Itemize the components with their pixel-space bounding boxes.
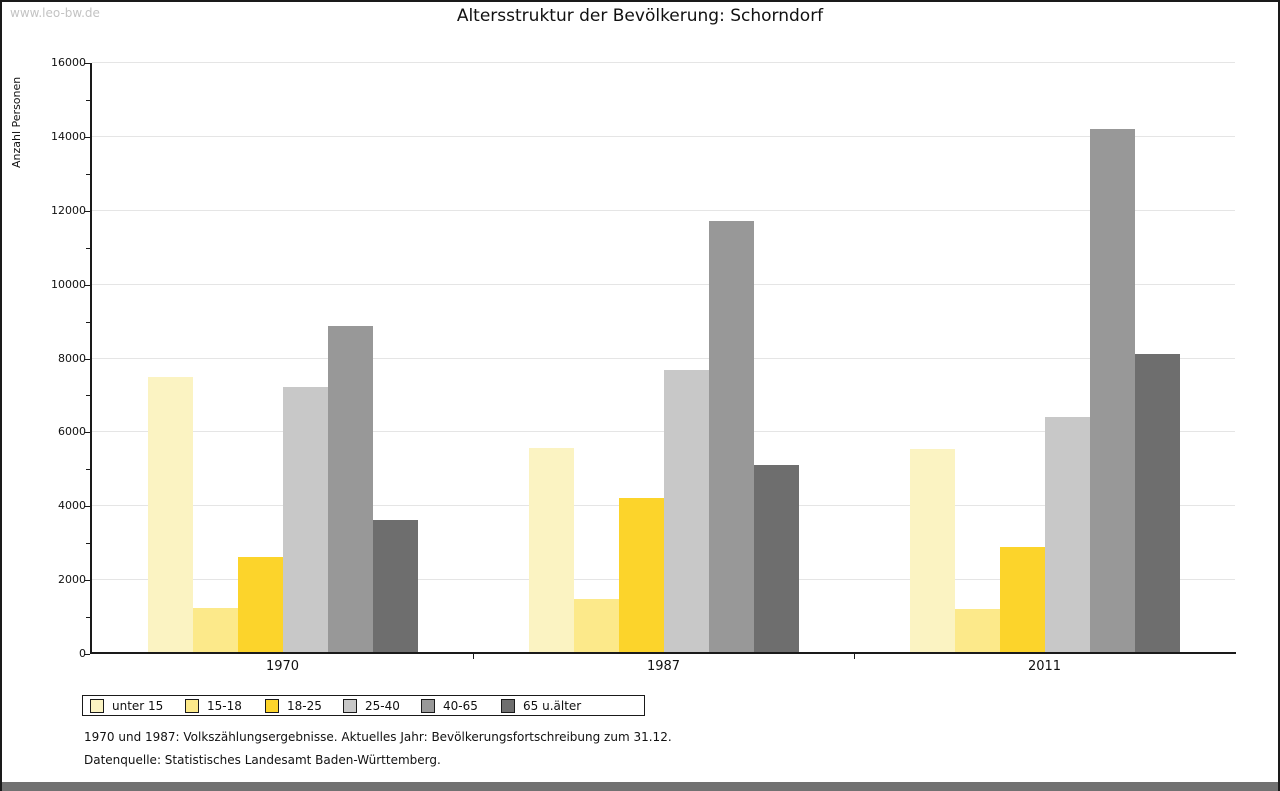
y-tick-minor (86, 543, 90, 545)
y-tick-minor (86, 617, 90, 619)
legend-item: 65 u.älter (501, 696, 581, 715)
y-tick-major (84, 63, 90, 64)
window-bottom-bar (2, 782, 1278, 791)
bar-1987-65-u-lter (753, 465, 799, 654)
legend-item: 18-25 (265, 696, 322, 715)
y-tick-minor (86, 173, 90, 175)
bar-2011-40-65 (1089, 129, 1135, 654)
legend-label: 15-18 (207, 698, 242, 713)
y-tick-label: 10000 (51, 277, 86, 291)
y-tick-label: 12000 (51, 203, 86, 217)
legend-swatch (185, 698, 199, 713)
y-tick-label: 0 (79, 647, 86, 660)
gridline (92, 283, 1235, 285)
gridline (92, 135, 1235, 137)
y-tick-label: 6000 (58, 425, 86, 439)
footer-note-dataquelle: Datenquelle: Statistisches Landesamt Bad… (84, 753, 441, 767)
legend-item: 25-40 (343, 696, 400, 715)
bar-2011-18-25 (999, 547, 1045, 654)
footer-note-sources: 1970 und 1987: Volkszählungsergebnisse. … (84, 730, 672, 744)
legend-swatch (90, 698, 104, 713)
x-category-label: 2011 (1027, 659, 1062, 674)
legend-swatch (343, 698, 357, 713)
legend-swatch (501, 698, 515, 713)
y-axis-line (90, 63, 92, 654)
bar-1987-15-18 (573, 599, 619, 654)
gridline (92, 357, 1235, 359)
bar-1970-15-18 (192, 608, 238, 654)
y-tick-label: 2000 (58, 573, 86, 587)
y-tick-label: 8000 (58, 351, 86, 365)
bar-1970-65-u-lter (372, 520, 418, 654)
y-tick-major (84, 136, 90, 138)
bar-2011-65-u-lter (1134, 354, 1180, 654)
x-category-label: 1987 (646, 659, 681, 674)
legend-item: 40-65 (421, 696, 478, 715)
legend-box: unter 15 15-18 18-25 25-40 40-65 65 u.älter (82, 695, 645, 716)
y-tick-minor (86, 321, 90, 323)
bar-1970-18-25 (237, 557, 283, 654)
y-tick-major (84, 432, 90, 434)
bar-1987-25-40 (663, 370, 709, 654)
gridline (92, 209, 1235, 211)
plot-area (92, 62, 1235, 654)
y-tick-major (84, 284, 90, 286)
y-tick-minor (86, 247, 90, 249)
y-axis-label: Anzahl Personen (10, 76, 23, 168)
y-tick-major (84, 506, 90, 508)
bar-2011-25-40 (1044, 417, 1090, 654)
legend-label: 65 u.älter (523, 698, 582, 713)
x-category-label: 1970 (265, 659, 300, 674)
legend-item: 15-18 (185, 696, 242, 715)
watermark: www.leo-bw.de (10, 6, 100, 20)
gridline (92, 62, 1235, 63)
y-tick-major (84, 580, 90, 582)
legend-label: 40-65 (443, 698, 478, 713)
legend-swatch (265, 698, 279, 713)
y-tick-label: 14000 (51, 129, 86, 143)
bar-2011-15-18 (954, 609, 1000, 654)
bar-2011-unter-15 (909, 449, 955, 654)
y-tick-major (84, 358, 90, 360)
bar-1970-40-65 (327, 326, 373, 654)
legend-item: unter 15 (90, 696, 163, 715)
legend-swatch (421, 698, 435, 713)
y-tick-major (84, 210, 90, 212)
legend-label: 18-25 (287, 698, 322, 713)
y-tick-minor (86, 99, 90, 101)
chart-title: Altersstruktur der Bevölkerung: Schorndo… (456, 6, 824, 26)
x-axis-boundary-tick (854, 654, 855, 659)
bar-1987-40-65 (708, 221, 754, 654)
y-tick-minor (86, 469, 90, 471)
bar-1970-unter-15 (147, 377, 193, 654)
legend-label: 25-40 (365, 698, 400, 713)
y-tick-minor (86, 395, 90, 397)
y-tick-label: 4000 (58, 499, 86, 513)
bar-1970-25-40 (282, 387, 328, 654)
x-axis-line (90, 652, 1236, 654)
bar-1987-unter-15 (528, 448, 574, 654)
legend-label: unter 15 (112, 698, 164, 713)
bar-1987-18-25 (618, 498, 664, 654)
y-tick-major (84, 654, 90, 655)
x-axis-boundary-tick (473, 654, 474, 659)
y-tick-label: 16000 (51, 56, 86, 69)
